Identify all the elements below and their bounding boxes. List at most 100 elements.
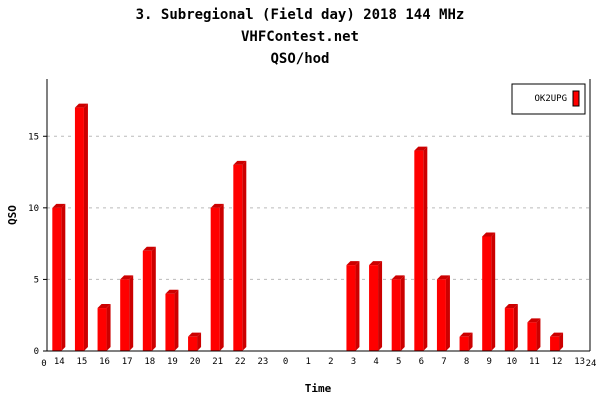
bar: [550, 332, 564, 351]
bar-side: [536, 318, 541, 351]
bar: [120, 275, 134, 351]
bar-side: [106, 304, 111, 351]
x-axis-end-label: 24: [586, 359, 597, 369]
y-ticks: 0 5 10 15: [28, 132, 47, 357]
bar-top: [120, 275, 134, 280]
y-tick-label: 10: [28, 204, 39, 214]
bars: [52, 103, 564, 351]
x-tick-label: 5: [396, 357, 401, 367]
bar: [97, 304, 111, 351]
bar-side: [468, 332, 473, 351]
x-tick-label: 3: [351, 357, 356, 367]
bar-side: [559, 332, 564, 351]
bar-front: [188, 336, 198, 351]
bar: [527, 318, 541, 351]
bar-front: [527, 322, 537, 351]
bar-side: [83, 103, 88, 351]
x-tick-label: 6: [419, 357, 424, 367]
chart-title: 3. Subregional (Field day) 2018 144 MHz: [136, 7, 465, 23]
bar-top: [436, 275, 450, 280]
x-tick-label: 9: [486, 357, 491, 367]
legend-label: OK2UPG: [534, 94, 567, 104]
bar: [436, 275, 450, 351]
x-ticks: 14 15 16 17 18 19 20 21 22 23 0 1 2 3 4 5 6 7 8 9 10 11 12 13: [54, 357, 585, 367]
bar-top: [550, 332, 564, 337]
x-tick-label: 20: [190, 357, 201, 367]
x-tick-label: 21: [212, 357, 223, 367]
legend-swatch: [572, 90, 580, 107]
x-tick-label: 17: [122, 357, 133, 367]
bar-side: [445, 275, 450, 351]
bar-top: [165, 289, 179, 294]
bar-front: [233, 164, 243, 351]
bar: [391, 275, 405, 351]
x-axis-start-label: 0: [41, 359, 46, 369]
bar-side: [423, 146, 428, 351]
x-tick-label: 11: [529, 357, 540, 367]
bar-side: [129, 275, 134, 351]
legend: OK2UPG: [511, 83, 586, 115]
bar-top: [414, 146, 428, 151]
chart-unit-title: QSO/hod: [270, 51, 329, 67]
bar: [414, 146, 428, 351]
bar-top: [188, 332, 202, 337]
bar-front: [550, 336, 560, 351]
y-tick-label: 0: [34, 347, 39, 357]
bar-front: [97, 308, 107, 351]
bar-side: [197, 332, 202, 351]
x-tick-label: 23: [258, 357, 269, 367]
bar: [52, 203, 66, 351]
bar: [504, 304, 518, 351]
bar-top: [482, 232, 496, 237]
x-tick-label: 15: [77, 357, 88, 367]
bar-front: [142, 250, 152, 351]
bar-side: [355, 261, 360, 351]
bar-top: [459, 332, 473, 337]
bar-front: [391, 279, 401, 351]
bar-side: [174, 289, 179, 351]
bar-front: [74, 107, 84, 351]
bar-front: [459, 336, 469, 351]
bar-top: [346, 261, 360, 266]
x-tick-label: 0: [283, 357, 288, 367]
bar-front: [369, 265, 379, 351]
y-tick-label: 5: [34, 275, 39, 285]
bar-side: [400, 275, 405, 351]
bar: [369, 261, 383, 351]
y-tick-label: 15: [28, 132, 39, 142]
bar-top: [504, 304, 518, 309]
x-tick-label: 8: [464, 357, 469, 367]
bar-side: [219, 203, 224, 351]
bar-top: [97, 304, 111, 309]
bar-side: [513, 304, 518, 351]
x-axis-label: Time: [305, 382, 332, 395]
bar-front: [165, 293, 175, 351]
x-tick-label: 22: [235, 357, 246, 367]
x-tick-label: 14: [54, 357, 65, 367]
bar-front: [504, 308, 514, 351]
x-tick-label: 2: [328, 357, 333, 367]
x-tick-label: 10: [506, 357, 517, 367]
x-tick-label: 16: [99, 357, 110, 367]
bar: [233, 160, 247, 351]
bar-side: [491, 232, 496, 351]
bar-side: [242, 160, 247, 351]
bar: [459, 332, 473, 351]
x-tick-label: 13: [574, 357, 585, 367]
bar-front: [414, 150, 424, 351]
x-tick-label: 19: [167, 357, 178, 367]
bar: [165, 289, 179, 351]
bar: [142, 246, 156, 351]
x-tick-label: 7: [441, 357, 446, 367]
bar-front: [482, 236, 492, 351]
bar: [346, 261, 360, 351]
grid: [47, 135, 590, 280]
bar-front: [346, 265, 356, 351]
bar-top: [391, 275, 405, 280]
bar-top: [52, 203, 66, 208]
x-tick-label: 12: [552, 357, 563, 367]
bar: [188, 332, 202, 351]
bar-front: [52, 207, 62, 351]
y-axis-label: QSO: [6, 205, 19, 225]
